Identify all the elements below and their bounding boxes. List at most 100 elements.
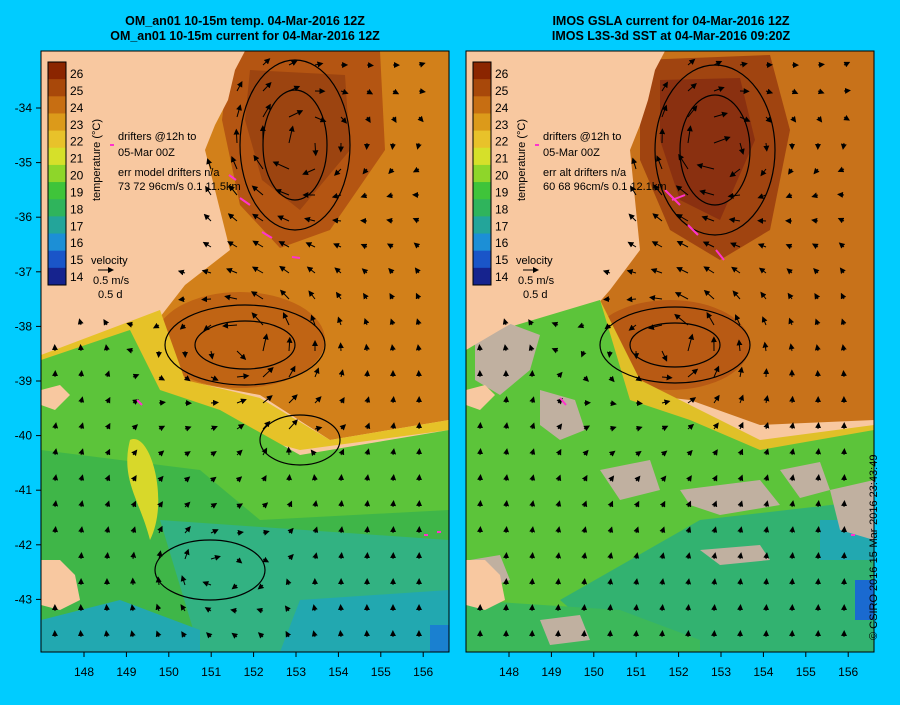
left-drifters-legend-date: 05-Mar 00Z	[118, 147, 175, 159]
left-current-arrow	[366, 346, 367, 351]
left-lon-tick-label: 150	[159, 665, 179, 679]
right-colorbar-tick: 24	[495, 101, 509, 115]
left-colorbar-segment	[48, 268, 66, 286]
right-velocity-key-time: 0.5 d	[523, 289, 547, 301]
right-current-arrow	[532, 554, 533, 559]
left-lon-tick-label: 156	[413, 665, 433, 679]
left-lon-tick-label: 155	[371, 665, 391, 679]
right-current-arrow	[792, 398, 793, 403]
left-colorbar-tick: 18	[70, 202, 84, 216]
right-lon-tick-label: 155	[796, 665, 816, 679]
left-current-arrow	[392, 143, 393, 148]
right-current-arrow	[792, 528, 793, 533]
right-current-arrow	[766, 580, 767, 585]
right-colorbar-segment	[473, 79, 491, 97]
right-colorbar-segment	[473, 148, 491, 166]
left-colorbar-tick: 23	[70, 118, 84, 132]
right-drifters-legend: drifters @12h to	[543, 131, 621, 143]
left-colorbar-segment	[48, 182, 66, 200]
lat-tick-label: -41	[15, 483, 33, 497]
right-colorbar-tick: 14	[495, 270, 509, 284]
right-current-arrow	[610, 580, 611, 585]
right-lon-tick-label: 152	[669, 665, 689, 679]
left-colorbar-segment	[48, 113, 66, 131]
right-current-arrow	[839, 194, 844, 195]
lat-tick-label: -42	[15, 538, 33, 552]
left-current-arrow	[237, 532, 242, 533]
left-colorbar-segment	[48, 199, 66, 217]
lat-tick-label: -34	[15, 101, 33, 115]
right-colorbar-tick: 21	[495, 152, 509, 166]
right-current-arrow	[558, 554, 559, 559]
right-lon-tick-label: 151	[626, 665, 646, 679]
left-current-arrow	[340, 632, 341, 637]
left-lon-tick-label: 151	[201, 665, 221, 679]
right-current-arrow	[818, 64, 823, 65]
left-colorbar-segment	[48, 216, 66, 234]
left-colorbar-tick: 20	[70, 169, 84, 183]
right-colorbar-tick: 22	[495, 135, 509, 149]
left-colorbar-segment	[48, 165, 66, 183]
left-colorbar-segment	[48, 251, 66, 269]
lat-tick-label: -43	[15, 592, 33, 606]
right-error-legend: err alt drifters n/a	[543, 167, 627, 179]
left-colorbar-tick: 14	[70, 270, 84, 284]
right-current-arrow	[506, 502, 507, 507]
left-colorbar-segment	[48, 79, 66, 97]
right-velocity-key-label: velocity	[516, 255, 553, 267]
lat-tick-label: -40	[15, 429, 33, 443]
right-colorbar-segment	[473, 131, 491, 149]
right-current-arrow	[818, 528, 819, 533]
left-colorbar-segment	[48, 131, 66, 149]
lat-tick-label: -36	[15, 210, 33, 224]
right-current-arrow	[792, 554, 793, 559]
left-current-arrow	[341, 502, 342, 507]
left-colorbar-tick: 26	[70, 67, 84, 81]
right-colorbar-segment	[473, 96, 491, 114]
right-colorbar-segment	[473, 165, 491, 183]
left-lon-tick-label: 152	[244, 665, 264, 679]
right-colorbar-segment	[473, 216, 491, 234]
left-current-arrow	[180, 299, 185, 300]
left-current-arrow	[315, 143, 316, 154]
left-lon-tick-label: 149	[116, 665, 136, 679]
right-current-arrow	[506, 528, 507, 533]
left-current-arrow	[341, 554, 342, 559]
left-velocity-key-speed: 0.5 m/s	[93, 275, 130, 287]
right-current-arrow	[558, 580, 559, 585]
left-colorbar-segment	[48, 234, 66, 252]
right-current-arrow	[662, 606, 663, 611]
right-current-arrow	[628, 299, 636, 300]
lat-tick-label: -37	[15, 265, 33, 279]
right-colorbar-segment	[473, 251, 491, 269]
left-colorbar-tick: 17	[70, 219, 84, 233]
right-drifters-legend-date: 05-Mar 00Z	[543, 147, 600, 159]
right-colorbar-tick: 15	[495, 253, 509, 267]
left-lon-tick-label: 153	[286, 665, 306, 679]
right-current-arrow	[818, 502, 819, 507]
right-current-arrow	[740, 580, 741, 585]
right-colorbar-segment	[473, 234, 491, 252]
left-current-arrow	[393, 398, 394, 403]
left-colorbar-tick: 15	[70, 253, 84, 267]
right-current-arrow	[506, 398, 507, 403]
lat-tick-label: -38	[15, 319, 33, 333]
right-colorbar-segment	[473, 113, 491, 131]
left-colorbar-label: temperature (°C)	[91, 119, 103, 201]
left-lon-tick-label: 154	[328, 665, 348, 679]
left-colorbar-tick: 24	[70, 101, 84, 115]
left-error-stats: 73 72 96cm/s 0.1 11.5km	[118, 181, 241, 193]
right-lon-tick-label: 156	[838, 665, 858, 679]
left-colorbar-segment	[48, 148, 66, 166]
right-colorbar-tick: 16	[495, 236, 509, 250]
left-current-arrow	[236, 131, 237, 143]
right-lon-tick-label: 154	[753, 665, 773, 679]
left-colorbar-tick: 21	[70, 152, 84, 166]
left-velocity-key-time: 0.5 d	[98, 289, 122, 301]
right-colorbar-tick: 18	[495, 202, 509, 216]
right-colorbar-tick: 26	[495, 67, 509, 81]
right-colorbar-tick: 17	[495, 219, 509, 233]
left-current-arrow	[55, 528, 56, 533]
left-lon-tick-label: 148	[74, 665, 94, 679]
